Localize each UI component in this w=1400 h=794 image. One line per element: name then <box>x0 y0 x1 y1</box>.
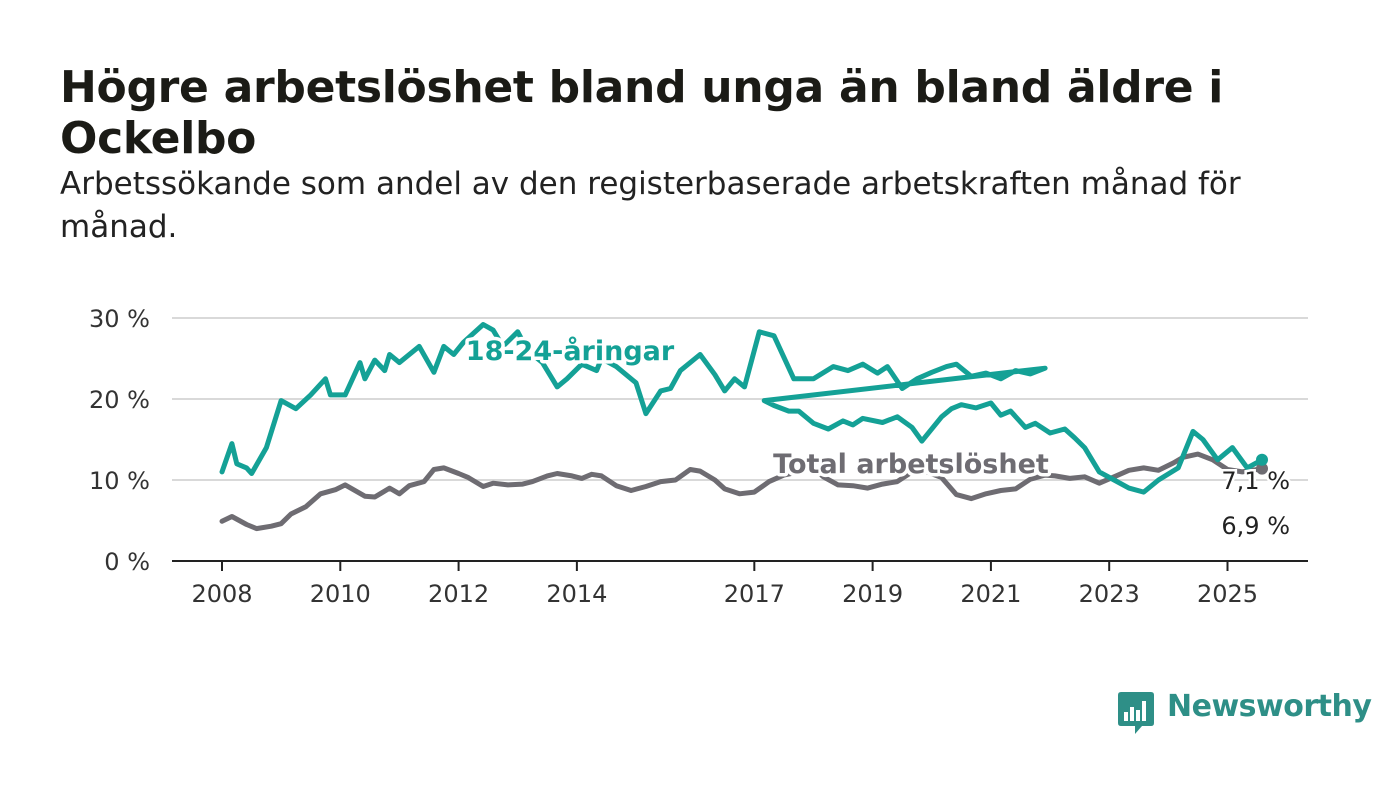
y-tick-label: 10 % <box>89 467 150 495</box>
x-axis: 2008 2010 2012 2014 2017 2019 2021 2023 2025 <box>191 561 1258 608</box>
series-line-youth <box>219 322 1265 495</box>
page-subtitle: Arbetssökande som andel av den registerb… <box>60 166 1241 245</box>
brand-name: Newsworthy <box>1167 689 1372 724</box>
series-name-label-youth: 18-24-åringar <box>466 335 675 367</box>
series-line-total <box>219 451 1265 532</box>
y-axis: 0 % 10 % 20 % 30 % <box>89 305 150 576</box>
series-name-label-total: Total arbetslöshet <box>773 449 1049 480</box>
x-tick-label: 2012 <box>428 580 489 608</box>
x-tick-label: 2019 <box>842 580 903 608</box>
series-labels: 18-24-åringar Total arbetslöshet 7,1 % 6,9 … <box>462 332 1292 543</box>
x-tick-label: 2023 <box>1079 580 1140 608</box>
series-end-marker <box>1256 453 1268 466</box>
x-tick-label: 2025 <box>1197 580 1258 608</box>
x-tick-label: 2014 <box>546 580 607 608</box>
x-tick-label: 2010 <box>310 580 371 608</box>
gridlines <box>172 317 1308 562</box>
y-tick-label: 20 % <box>89 386 150 414</box>
line-chart: 0 % 10 % 20 % 30 % 2008 2010 2012 2014 2017 2019… <box>89 305 1308 608</box>
end-value-label-youth: 7,1 % <box>1221 467 1290 495</box>
x-tick-label: 2017 <box>724 580 785 608</box>
x-tick-label: 2008 <box>191 580 252 608</box>
x-tick-label: 2021 <box>960 580 1021 608</box>
page-title: Högre arbetslöshet bland unga än bland ä… <box>60 62 1224 164</box>
end-value-label-total: 6,9 % <box>1221 512 1290 540</box>
series-lines <box>219 322 1268 532</box>
y-tick-label: 30 % <box>89 305 150 333</box>
newsworthy-logo-icon <box>1118 692 1154 734</box>
series-end-marker <box>1256 462 1268 475</box>
y-tick-label: 0 % <box>104 548 150 576</box>
